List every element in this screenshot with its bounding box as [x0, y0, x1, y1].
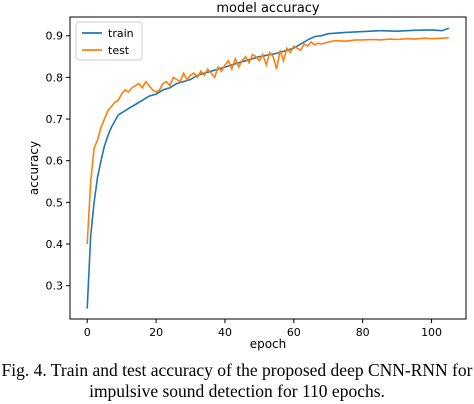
caption-line-1: Fig. 4. Train and test accuracy of the p… — [1, 360, 473, 380]
chart-title: model accuracy — [216, 1, 320, 16]
y-tick-label: 0.8 — [46, 71, 64, 84]
x-tick-label: 0 — [84, 326, 91, 339]
axes-frame — [69, 16, 467, 320]
y-tick-label: 0.6 — [46, 155, 64, 168]
x-tick-label: 20 — [149, 326, 163, 339]
y-axis-ticks: 0.3 0.4 0.5 0.6 0.7 0.8 0.9 — [46, 30, 70, 293]
x-axis-label: epoch — [250, 337, 287, 351]
legend-label-test: test — [108, 44, 130, 57]
plot-area — [86, 27, 450, 309]
y-tick-label: 0.9 — [46, 30, 64, 43]
x-tick-label: 100 — [421, 326, 442, 339]
caption-line-2: impulsive sound detection for 110 epochs… — [89, 381, 385, 401]
accuracy-chart: model accuracy 0 20 40 60 80 100 0.3 0.4 0.5 0.6… — [27, 1, 467, 351]
series-line-test — [86, 37, 449, 245]
y-tick-label: 0.4 — [46, 238, 64, 251]
figure-caption: Fig. 4. Train and test accuracy of the p… — [0, 360, 474, 402]
series-line-train — [86, 27, 450, 309]
x-axis-ticks: 0 20 40 60 80 100 — [84, 319, 442, 339]
y-axis-label: accuracy — [27, 141, 41, 195]
x-tick-label: 80 — [356, 326, 370, 339]
x-tick-label: 60 — [287, 326, 301, 339]
y-tick-label: 0.3 — [46, 280, 64, 293]
legend-label-train: train — [108, 27, 134, 40]
x-tick-label: 40 — [218, 326, 232, 339]
y-tick-label: 0.5 — [46, 196, 64, 209]
y-tick-label: 0.7 — [46, 113, 64, 126]
legend: train test — [75, 21, 143, 61]
